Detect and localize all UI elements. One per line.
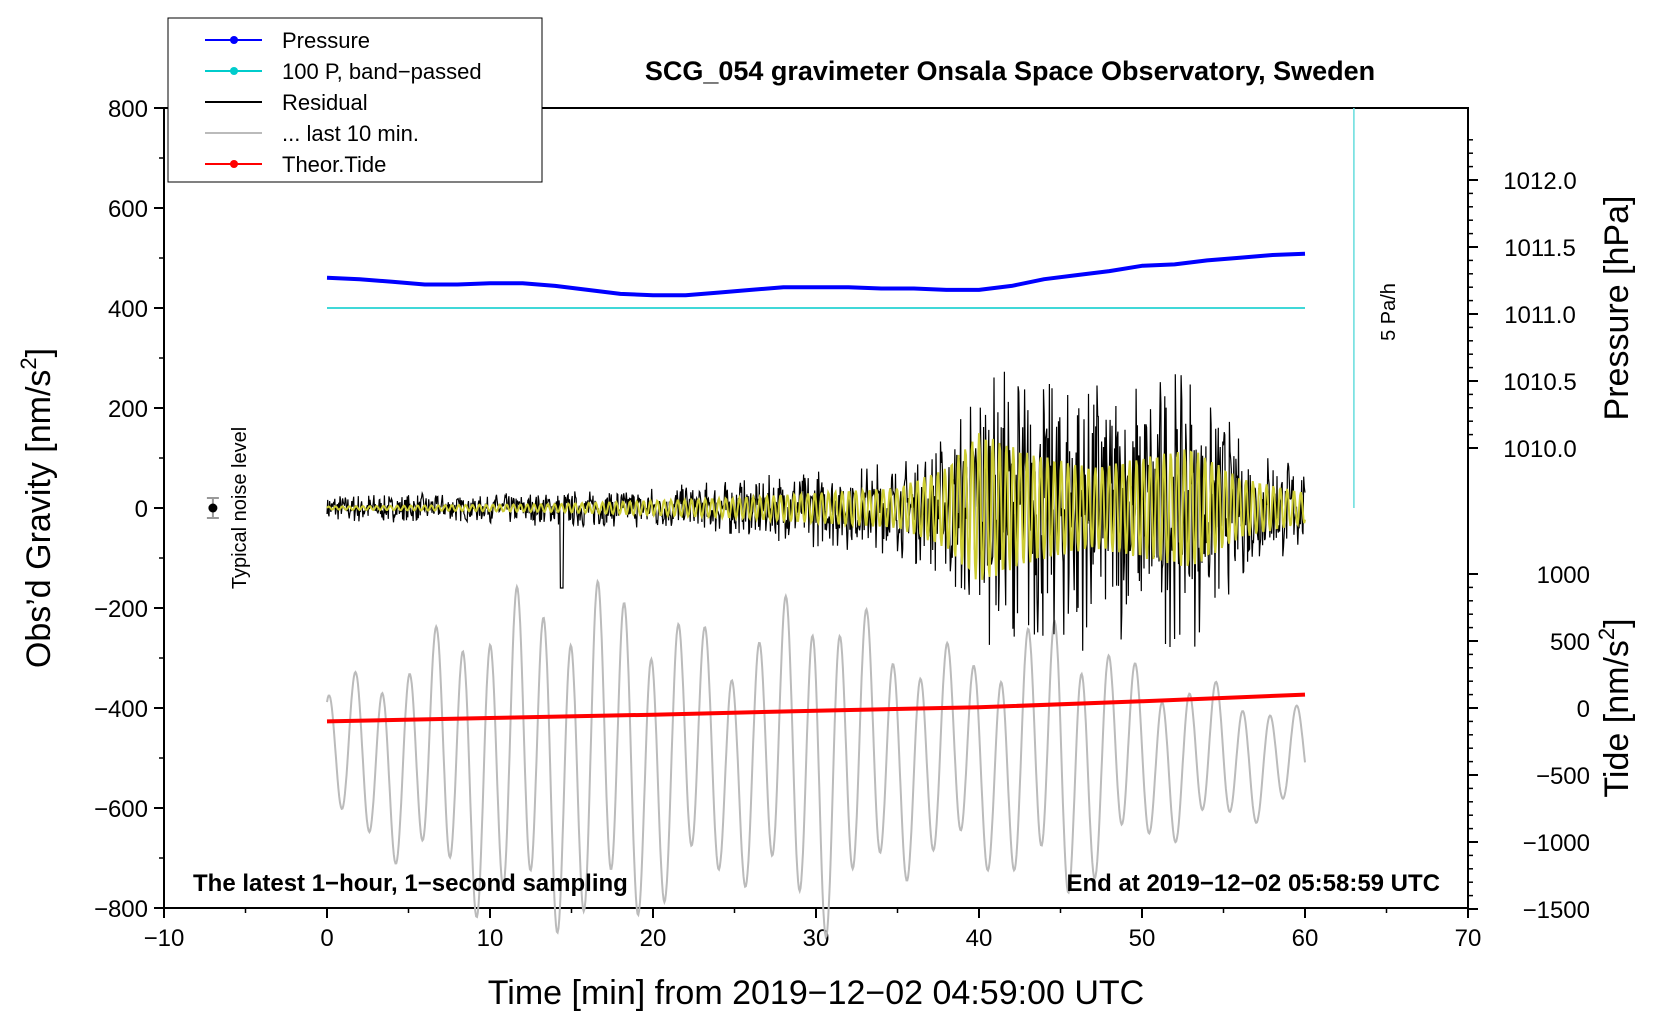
x-tick-label: 10 [477,925,504,952]
x-tick-label: 40 [966,925,993,952]
filtered-residual-series [326,433,1306,580]
chart-title: SCG_054 gravimeter Onsala Space Observat… [645,56,1375,86]
tide-tick-label: 500 [1550,629,1590,656]
pressure-axis-title: Pressure [hPa] [1598,196,1636,421]
legend-marker [230,67,238,75]
legend-marker [230,36,238,44]
legend-label: Residual [282,90,368,115]
x-tick-label: 0 [320,925,333,952]
tide-axis-title: Tide [nm/s2] [1594,618,1636,797]
legend-box [167,17,543,183]
tide-axis-ticks: 1000 500 0 −500 −1000 −1500 [1468,562,1590,924]
legend-label: Pressure [282,28,370,53]
pressure-axis-ticks: 1012.0 1011.5 1011.0 1010.5 1010.0 [1468,139,1577,463]
tide-axis-title-sup: 2 [1594,628,1619,640]
legend-marker [230,160,238,168]
legend: Pressure 100 P, band−passed Residual ... la… [167,17,543,183]
legend-label: 100 P, band−passed [282,59,482,84]
x-axis-ticks: −10 0 10 20 30 40 50 60 70 [144,908,1482,952]
pressure-tick-label: 1010.5 [1503,369,1576,396]
y-tick-label: −200 [94,596,148,623]
tide-axis-title-end: ] [1598,618,1636,627]
y-tick-label: −800 [94,896,148,923]
tide-tick-label: −1500 [1523,897,1590,924]
y-tick-label: 400 [108,296,148,323]
tide-tick-label: 1000 [1537,562,1590,589]
noise-level-point [208,503,218,513]
series-layer [206,108,1355,940]
y-tick-label: −400 [94,696,148,723]
pressure-tick-label: 1010.0 [1503,436,1576,463]
annotation-end-time: End at 2019−12−02 05:58:59 UTC [1066,870,1440,897]
last-10-min-series [326,578,1306,940]
noise-level-label: Typical noise level [229,427,251,589]
y-axis-title-main: Obs’d Gravity [nm/s [20,370,58,669]
annotation-latest-hour: The latest 1−hour, 1−second sampling [193,870,628,897]
pressure-tick-label: 1011.0 [1504,302,1576,329]
legend-entries: Pressure 100 P, band−passed Residual ... la… [205,28,482,177]
x-tick-label: −10 [144,925,185,952]
y-axis-title: Obs’d Gravity [nm/s2] [16,348,58,668]
tide-tick-label: −500 [1536,763,1590,790]
y-tick-label: 0 [135,496,148,523]
tide-tick-label: 0 [1577,696,1590,723]
tide-axis-title-main: Tide [nm/s [1598,640,1636,797]
pressure-scale-label: 5 Pa/h [1378,283,1400,341]
x-tick-label: 70 [1455,925,1482,952]
x-tick-label: 60 [1292,925,1319,952]
tide-series [326,692,1306,724]
legend-label: ... last 10 min. [282,121,419,146]
y-axis-ticks: 800 600 400 200 0 −200 −400 −600 −800 [94,96,164,923]
y-tick-label: 800 [108,96,148,123]
x-axis-title: Time [min] from 2019−12−02 04:59:00 UTC [488,974,1144,1012]
y-tick-label: 600 [108,196,148,223]
pressure-tick-label: 1012.0 [1503,168,1576,195]
tide-tick-label: −1000 [1523,830,1590,857]
y-axis-title-end: ] [20,348,58,357]
y-axis-title-sup: 2 [16,357,41,369]
x-tick-label: 50 [1129,925,1156,952]
y-tick-label: 200 [108,396,148,423]
legend-label: Theor.Tide [282,152,386,177]
pressure-series [326,251,1306,298]
x-tick-label: 20 [640,925,667,952]
y-tick-label: −600 [94,796,148,823]
pressure-tick-label: 1011.5 [1504,235,1576,262]
